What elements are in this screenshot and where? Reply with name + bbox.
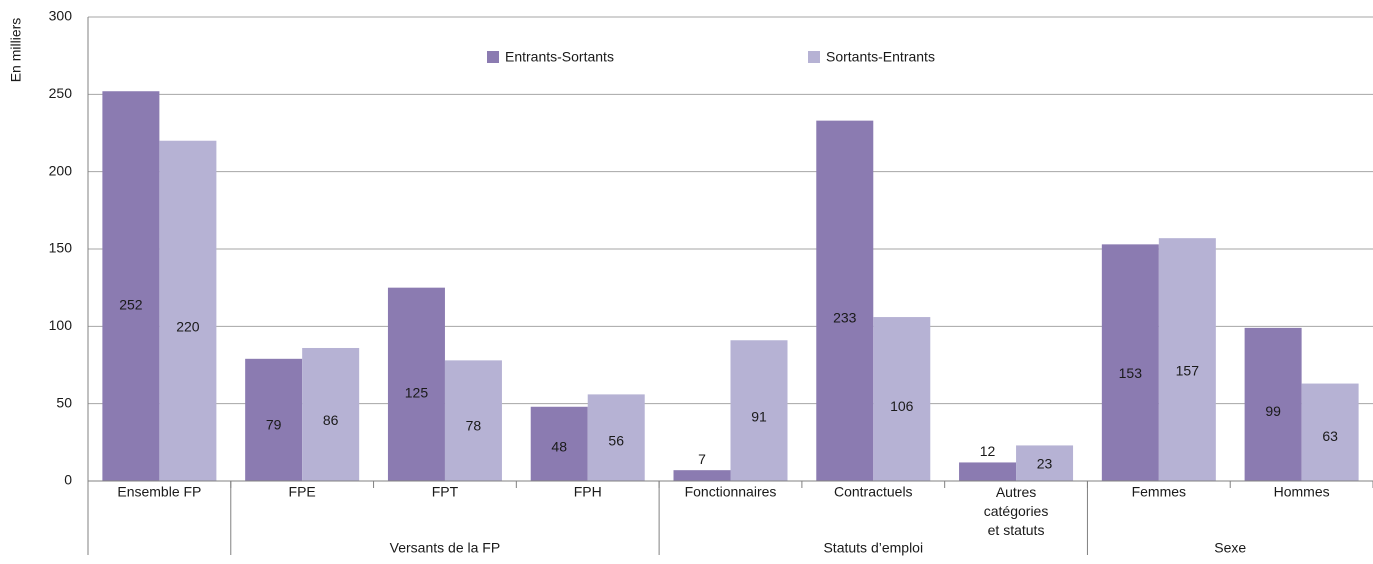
bar xyxy=(1301,383,1359,481)
bar xyxy=(959,462,1017,481)
y-tick-label: 200 xyxy=(49,162,73,178)
value-label: 79 xyxy=(266,417,282,433)
bar xyxy=(1101,244,1159,481)
bar xyxy=(302,347,360,481)
bar xyxy=(530,406,588,481)
value-label: 153 xyxy=(1119,365,1143,381)
value-label: 233 xyxy=(833,310,857,326)
value-label: 106 xyxy=(890,398,914,414)
value-label: 48 xyxy=(551,438,567,454)
bar xyxy=(1244,327,1302,481)
value-label: 56 xyxy=(608,433,624,449)
bar xyxy=(1016,445,1074,481)
x-tick-label: FPE xyxy=(289,484,316,500)
bar xyxy=(587,394,645,481)
bar xyxy=(159,140,217,481)
bar xyxy=(102,91,160,482)
legend-swatch xyxy=(808,51,820,63)
bar xyxy=(387,287,445,481)
value-label: 220 xyxy=(176,319,200,335)
value-label: 125 xyxy=(405,385,429,401)
x-tick-label: Femmes xyxy=(1132,484,1186,500)
group-label: Versants de la FP xyxy=(390,540,501,556)
value-label: 78 xyxy=(466,417,482,433)
bar xyxy=(816,120,874,482)
y-tick-label: 300 xyxy=(49,8,73,24)
value-label: 12 xyxy=(980,443,996,459)
value-label: 86 xyxy=(323,412,339,428)
value-label: 157 xyxy=(1176,362,1200,378)
value-label: 63 xyxy=(1322,428,1338,444)
legend-label: Sortants-Entrants xyxy=(826,49,935,65)
x-tick-label: Hommes xyxy=(1274,484,1330,500)
x-tick-label: FPH xyxy=(574,484,602,500)
bar xyxy=(730,340,788,481)
value-label: 91 xyxy=(751,408,767,424)
value-label: 99 xyxy=(1265,403,1281,419)
x-tick-label: Fonctionnaires xyxy=(685,484,777,500)
bar xyxy=(673,470,731,481)
y-tick-label: 100 xyxy=(49,317,73,333)
group-label: Sexe xyxy=(1214,540,1246,556)
x-tick-label: Contractuels xyxy=(834,484,913,500)
y-tick-label: 150 xyxy=(49,240,73,256)
x-tick-label: Ensemble FP xyxy=(117,484,201,500)
value-label: 252 xyxy=(119,296,143,312)
value-label: 7 xyxy=(698,451,706,467)
bar xyxy=(444,360,502,481)
x-tick-label: FPT xyxy=(432,484,459,500)
bar xyxy=(245,358,303,481)
x-tick-label: Autres catégories et statuts xyxy=(984,484,1049,538)
group-label: Statuts d’emploi xyxy=(823,540,923,556)
y-tick-label: 250 xyxy=(49,85,73,101)
bar xyxy=(873,317,931,481)
legend-swatch xyxy=(487,51,499,63)
value-label: 23 xyxy=(1037,456,1053,472)
y-tick-label: 50 xyxy=(56,394,72,410)
y-tick-label: 0 xyxy=(64,472,72,488)
bar xyxy=(1158,238,1216,481)
y-axis-label: En milliers xyxy=(8,18,24,83)
legend-label: Entrants-Sortants xyxy=(505,49,614,65)
